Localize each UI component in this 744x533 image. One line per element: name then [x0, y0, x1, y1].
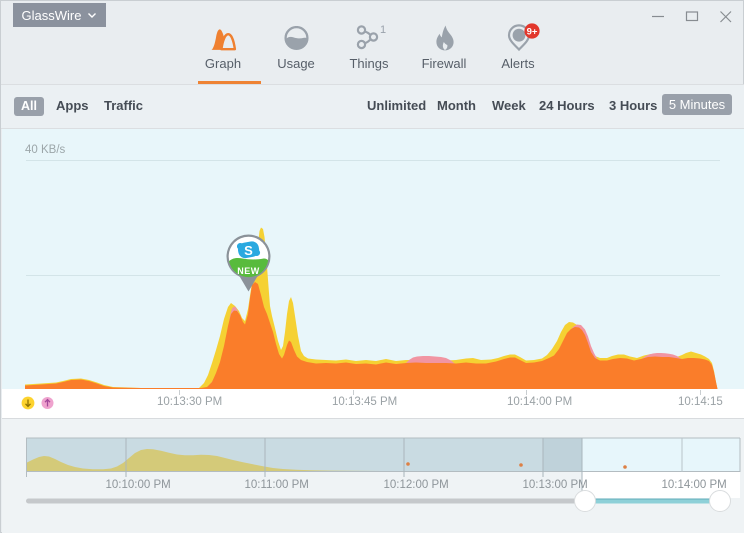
svg-text:9+: 9+: [527, 26, 538, 37]
svg-text:1: 1: [380, 25, 386, 36]
svg-text:S: S: [244, 243, 253, 258]
svg-text:NEW: NEW: [237, 266, 260, 276]
